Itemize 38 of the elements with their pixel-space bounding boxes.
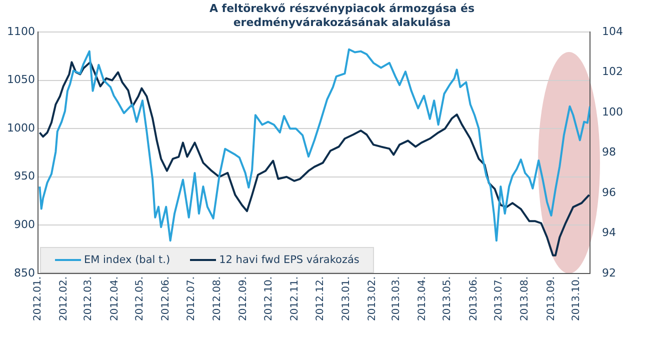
- chart-title: A feltörekvő részvénypiacok ármozgása és eredményvárakozásának alakulása: [208, 2, 476, 30]
- x-tick-label: 2013.04.: [416, 276, 428, 321]
- x-tick-label: 2012.05.: [134, 276, 146, 321]
- legend-label: EM index (bal t.): [84, 254, 170, 266]
- y2-tick-label: 94: [602, 226, 616, 240]
- x-tick-label: 2012.03.: [83, 276, 94, 321]
- x-tick-label: 2012.11.: [290, 276, 301, 321]
- x-tick-label: 2013.10.: [571, 276, 582, 321]
- y2-tick-label: 104: [602, 24, 624, 38]
- x-tick-label: 2013.06.: [468, 276, 480, 321]
- y-tick-label: 1050: [6, 73, 35, 86]
- x-tick-label: 2012.10.: [264, 276, 275, 321]
- y-tick-label: 1000: [6, 121, 35, 134]
- y2-tick-label: 100: [602, 105, 624, 118]
- y-tick-label: 850: [14, 266, 35, 280]
- y-tick-label: 900: [14, 218, 35, 232]
- x-tick-label: 2012.06.: [160, 276, 172, 321]
- x-tick-label: 2012.08.: [212, 276, 224, 321]
- legend-label: 12 havi fwd EPS várakozás: [219, 254, 360, 266]
- x-tick-label: 2013.09.: [546, 276, 557, 321]
- x-tick-label: 2013.03.: [390, 276, 402, 321]
- y-tick-label: 1100: [6, 24, 35, 38]
- y2-tick-label: 96: [602, 186, 616, 199]
- x-tick-label: 2013.02.: [367, 276, 378, 321]
- x-tick-label: 2012.01.: [32, 276, 44, 321]
- x-tick-label: 2012.12.: [314, 276, 326, 321]
- x-tick-label: 2013.08.: [520, 276, 531, 321]
- x-tick-label: 2013.07.: [494, 276, 505, 321]
- x-tick-label: 2013.05.: [442, 276, 454, 321]
- x-tick-label: 2013.01.: [341, 276, 352, 321]
- x-tick-label: 2012.09.: [238, 276, 250, 321]
- y2-tick-label: 92: [602, 266, 616, 280]
- x-tick-label: 2012.04.: [109, 276, 120, 321]
- x-tick-label: 2012.07.: [186, 276, 197, 321]
- y-tick-label: 950: [14, 170, 35, 183]
- y2-tick-label: 102: [602, 65, 624, 78]
- x-tick-label: 2012.02.: [58, 276, 70, 321]
- y2-tick-label: 98: [602, 146, 616, 159]
